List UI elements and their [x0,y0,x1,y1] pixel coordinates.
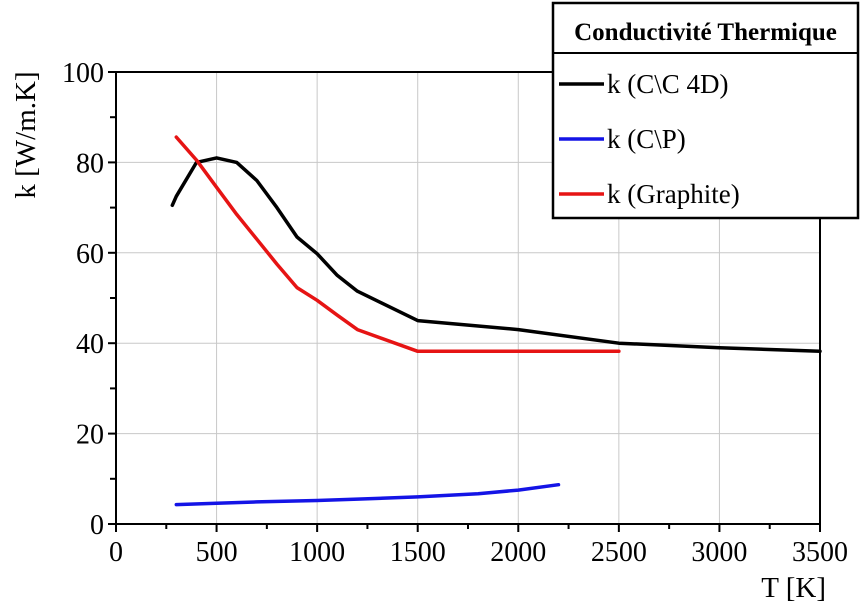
y-tick-label: 60 [76,239,104,270]
y-tick-label: 80 [76,148,104,179]
series-line-k-graphite [174,135,621,354]
axis-ticks [108,71,821,532]
x-tick-label: 0 [109,537,123,568]
x-tick-label: 3500 [792,537,848,568]
legend-entry-k-c-p: k (C\P) [559,124,686,154]
legend-title: Conductivité Thermique [574,19,837,46]
x-tick-label: 2500 [591,537,647,568]
y-axis-label: k [W/m.K] [10,71,42,198]
y-tick-label: 100 [62,58,104,89]
y-tick-label: 0 [90,510,104,541]
legend-entry-k-c-c-4d: k (C\C 4D) [559,69,729,99]
x-axis-label: T [K] [761,572,826,604]
x-tick-label: 500 [196,537,238,568]
legend-label: k (Graphite) [607,179,740,209]
legend: Conductivité Thermique k (C\C 4D) k (C\P)… [551,1,860,220]
series-line-k-c-c-4d [170,156,822,354]
y-tick-label: 20 [76,420,104,451]
legend-box [551,1,860,220]
x-tick-label: 1000 [289,537,345,568]
x-tick-label: 2000 [490,537,546,568]
series-lines [170,135,822,507]
legend-entry-k-graphite: k (Graphite) [559,179,740,209]
series-line-k-c-p [174,482,561,507]
axis-tick-labels: 0 500 1000 1500 2000 2500 3000 3500 0 20 40 60 80 100 [62,58,848,568]
legend-entries: k (C\C 4D) k (C\P) k (Graphite) [559,69,740,209]
x-tick-label: 3000 [691,537,747,568]
legend-label: k (C\P) [607,124,686,154]
y-tick-label: 40 [76,329,104,360]
legend-label: k (C\C 4D) [607,69,729,99]
x-tick-label: 1500 [390,537,446,568]
